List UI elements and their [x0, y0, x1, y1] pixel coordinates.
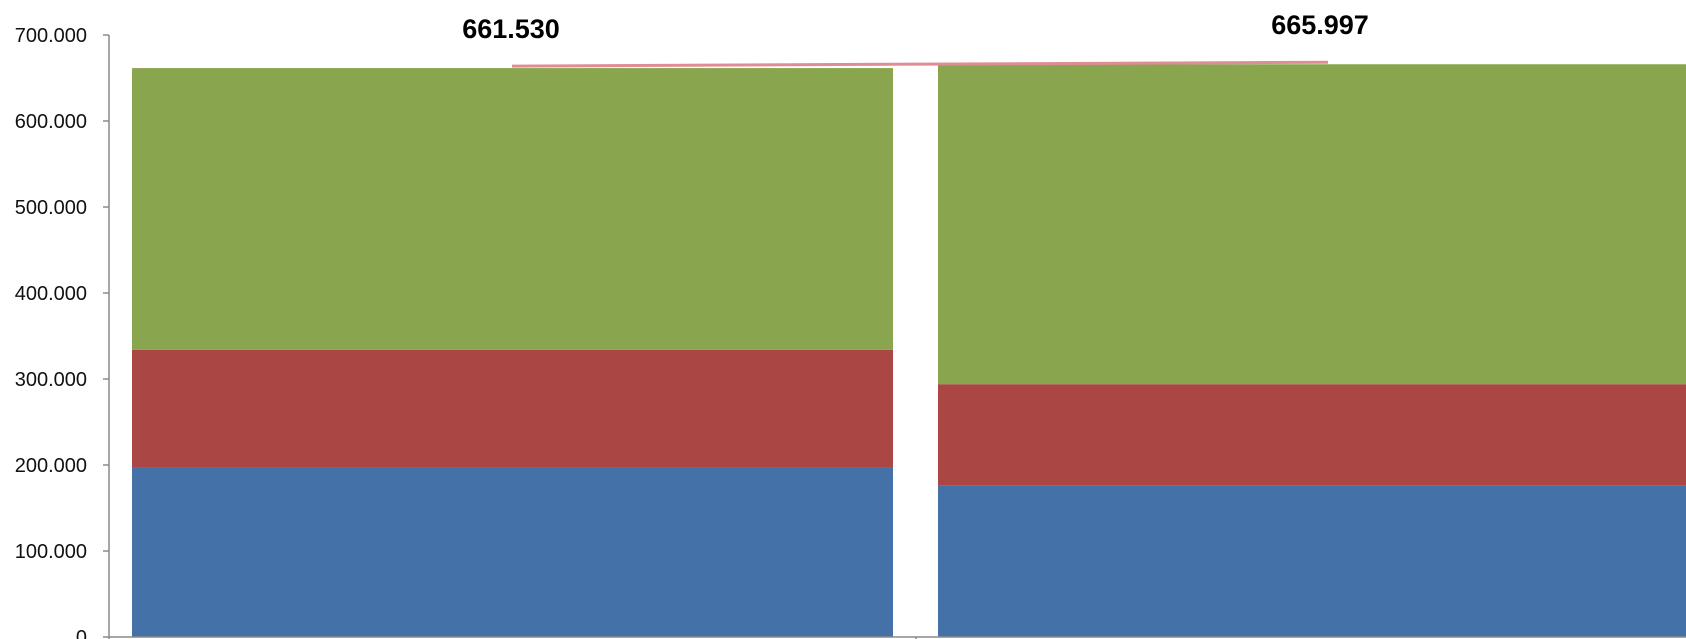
bar-segment-2-3	[938, 64, 1686, 385]
y-tick-label: 400.000	[15, 283, 87, 305]
bar-segment-2-1	[938, 485, 1686, 637]
y-tick-label: 0	[76, 627, 87, 639]
y-tick-label: 200.000	[15, 455, 87, 477]
y-tick-label: 700.000	[15, 25, 87, 47]
y-tick-label: 100.000	[15, 541, 87, 563]
y-tick-label: 500.000	[15, 197, 87, 219]
y-tick-label: 300.000	[15, 369, 87, 391]
bar-segment-1-1	[132, 467, 893, 637]
bar-segment-2-2	[938, 384, 1686, 486]
bars-layer	[132, 64, 1686, 637]
y-axis: 0 100.000 200.000 300.000 400.000 500.000 600.…	[15, 25, 1686, 639]
total-label-1: 661.530	[462, 14, 560, 44]
total-label-2: 665.997	[1271, 10, 1369, 40]
bar-segment-1-3	[132, 68, 893, 350]
total-trend-line	[511, 60, 1329, 68]
y-tick-label: 600.000	[15, 111, 87, 133]
bar-segment-1-2	[132, 349, 893, 468]
totals-layer: 661.530 665.997	[462, 10, 1369, 68]
